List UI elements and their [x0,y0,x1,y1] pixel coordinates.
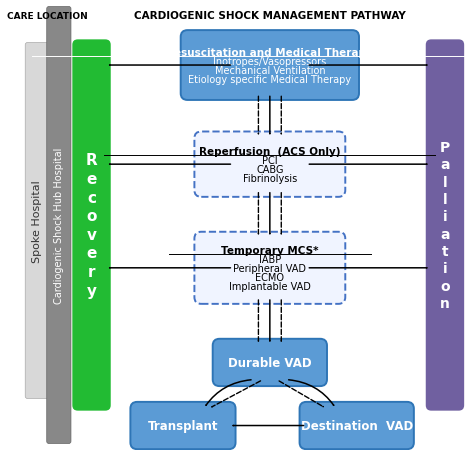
Text: Cardiogenic Shock Hub Hospital: Cardiogenic Shock Hub Hospital [54,147,64,304]
FancyBboxPatch shape [47,7,71,444]
Text: PCI: PCI [262,155,278,166]
FancyBboxPatch shape [181,31,359,101]
Text: Peripheral VAD: Peripheral VAD [233,263,306,273]
Text: Durable VAD: Durable VAD [228,356,312,369]
Text: Mechanical Ventilation: Mechanical Ventilation [215,65,325,75]
FancyBboxPatch shape [194,132,345,198]
Text: CARDIOGENIC SHOCK MANAGEMENT PATHWAY: CARDIOGENIC SHOCK MANAGEMENT PATHWAY [134,11,406,21]
Text: Reperfusion  (ACS Only): Reperfusion (ACS Only) [199,146,341,156]
FancyBboxPatch shape [25,43,49,399]
Text: Temporary MCS*: Temporary MCS* [221,245,319,255]
Text: Fibrinolysis: Fibrinolysis [243,173,297,183]
Text: CABG: CABG [256,164,283,174]
FancyBboxPatch shape [194,232,345,304]
FancyBboxPatch shape [426,40,464,411]
FancyBboxPatch shape [213,339,327,386]
Text: ECMO: ECMO [255,272,284,282]
Text: CARE LOCATION: CARE LOCATION [7,12,88,21]
Text: Spoke Hospital: Spoke Hospital [32,179,42,262]
Text: IABP: IABP [259,254,281,264]
Text: R
e
c
o
v
e
r
y: R e c o v e r y [86,153,97,298]
FancyBboxPatch shape [130,402,236,449]
Text: Implantable VAD: Implantable VAD [229,281,311,291]
Text: Inotropes/Vasopressors: Inotropes/Vasopressors [213,56,327,66]
Text: Etiology specific Medical Therapy: Etiology specific Medical Therapy [188,74,351,84]
FancyBboxPatch shape [300,402,414,449]
Text: Transplant: Transplant [148,419,218,432]
FancyBboxPatch shape [73,40,111,411]
Text: Destination  VAD: Destination VAD [301,419,413,432]
Text: Resuscitation and Medical Therapy: Resuscitation and Medical Therapy [166,47,373,57]
Text: P
a
l
l
i
a
t
i
o
n: P a l l i a t i o n [440,141,450,310]
